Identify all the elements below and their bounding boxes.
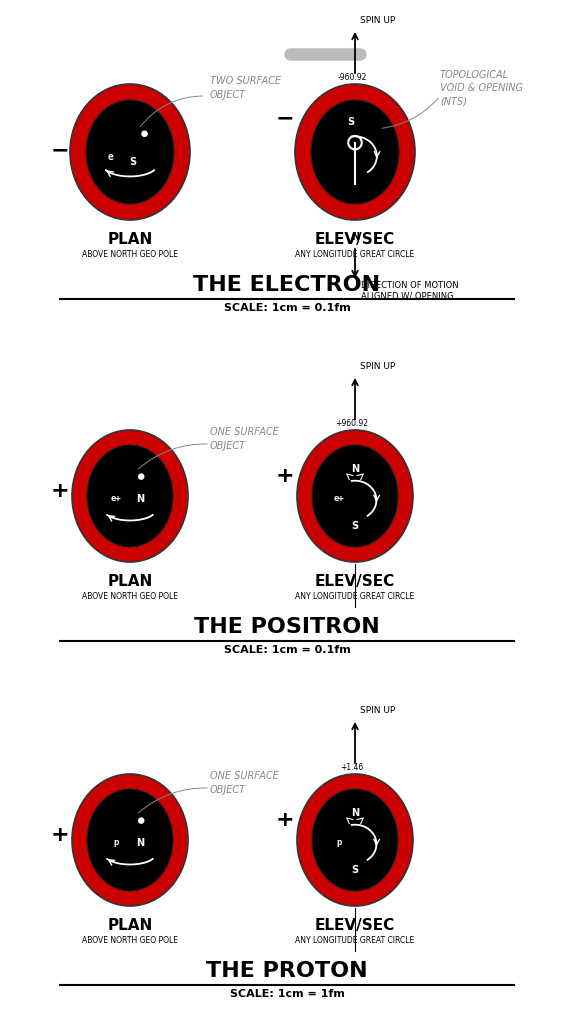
Text: N: N [351,232,359,242]
Ellipse shape [295,84,415,220]
Text: N: N [136,494,144,504]
Ellipse shape [70,84,190,220]
Circle shape [139,818,144,823]
Ellipse shape [312,790,398,891]
Text: +: + [51,825,69,845]
Text: ELEV/SEC: ELEV/SEC [315,232,395,247]
Text: ABOVE NORTH GEO POLE: ABOVE NORTH GEO POLE [82,936,178,945]
Text: SCALE: 1cm = 1fm: SCALE: 1cm = 1fm [230,989,344,999]
Text: p: p [113,838,118,847]
Text: ELEV/SEC: ELEV/SEC [315,574,395,589]
Text: −: − [51,140,69,160]
Text: N: N [136,838,144,848]
Text: ABOVE NORTH GEO POLE: ABOVE NORTH GEO POLE [82,592,178,601]
Text: +: + [51,481,69,501]
Text: ELEV/SEC: ELEV/SEC [315,918,395,933]
Text: +: + [276,466,294,486]
Ellipse shape [87,445,173,547]
Text: PLAN: PLAN [107,232,153,247]
Text: PLAN: PLAN [107,918,153,933]
Ellipse shape [86,100,174,204]
Text: DIRECTION OF MOTION
ALIGNED W/ OPENING: DIRECTION OF MOTION ALIGNED W/ OPENING [361,281,459,300]
Text: ANY LONGITUDE GREAT CIRCLE: ANY LONGITUDE GREAT CIRCLE [296,936,414,945]
Text: TWO SURFACE
OBJECT: TWO SURFACE OBJECT [210,77,281,99]
Text: N: N [351,465,359,474]
Text: ABOVE NORTH GEO POLE: ABOVE NORTH GEO POLE [82,250,178,259]
Text: +1.46: +1.46 [340,763,363,772]
Text: SCALE: 1cm = 0.1fm: SCALE: 1cm = 0.1fm [224,645,350,655]
Text: e: e [107,153,113,162]
Text: S: S [129,158,136,167]
Text: SPIN UP: SPIN UP [360,16,395,25]
Ellipse shape [72,774,188,906]
Text: SPIN UP: SPIN UP [360,362,395,371]
Text: S: S [347,117,354,127]
Text: S: S [351,520,359,530]
Text: ONE SURFACE
OBJECT: ONE SURFACE OBJECT [210,427,279,451]
Ellipse shape [72,430,188,562]
Text: THE POSITRON: THE POSITRON [194,617,380,637]
Text: e+: e+ [110,494,121,503]
Text: e+: e+ [333,494,344,503]
Ellipse shape [297,774,413,906]
Ellipse shape [297,430,413,562]
Ellipse shape [311,100,399,204]
Text: S: S [351,864,359,874]
Text: −: − [276,108,294,128]
Text: SCALE: 1cm = 0.1fm: SCALE: 1cm = 0.1fm [224,303,350,313]
Circle shape [142,131,147,136]
Text: SPIN UP: SPIN UP [360,706,395,715]
Text: p: p [336,838,342,847]
Text: ONE SURFACE
OBJECT: ONE SURFACE OBJECT [210,771,279,795]
Text: PLAN: PLAN [107,574,153,589]
Ellipse shape [87,790,173,891]
Text: ANY LONGITUDE GREAT CIRCLE: ANY LONGITUDE GREAT CIRCLE [296,592,414,601]
Circle shape [139,474,144,479]
Text: THE ELECTRON: THE ELECTRON [193,275,381,295]
Text: TOPOLOGICAL
VOID & OPENING
(NTS): TOPOLOGICAL VOID & OPENING (NTS) [440,70,523,106]
Text: +960.92: +960.92 [335,419,369,428]
Text: N: N [351,809,359,818]
Text: -960.92: -960.92 [338,73,367,82]
Text: THE PROTON: THE PROTON [206,961,368,981]
Text: ANY LONGITUDE GREAT CIRCLE: ANY LONGITUDE GREAT CIRCLE [296,250,414,259]
Ellipse shape [312,445,398,547]
Text: +: + [276,810,294,830]
